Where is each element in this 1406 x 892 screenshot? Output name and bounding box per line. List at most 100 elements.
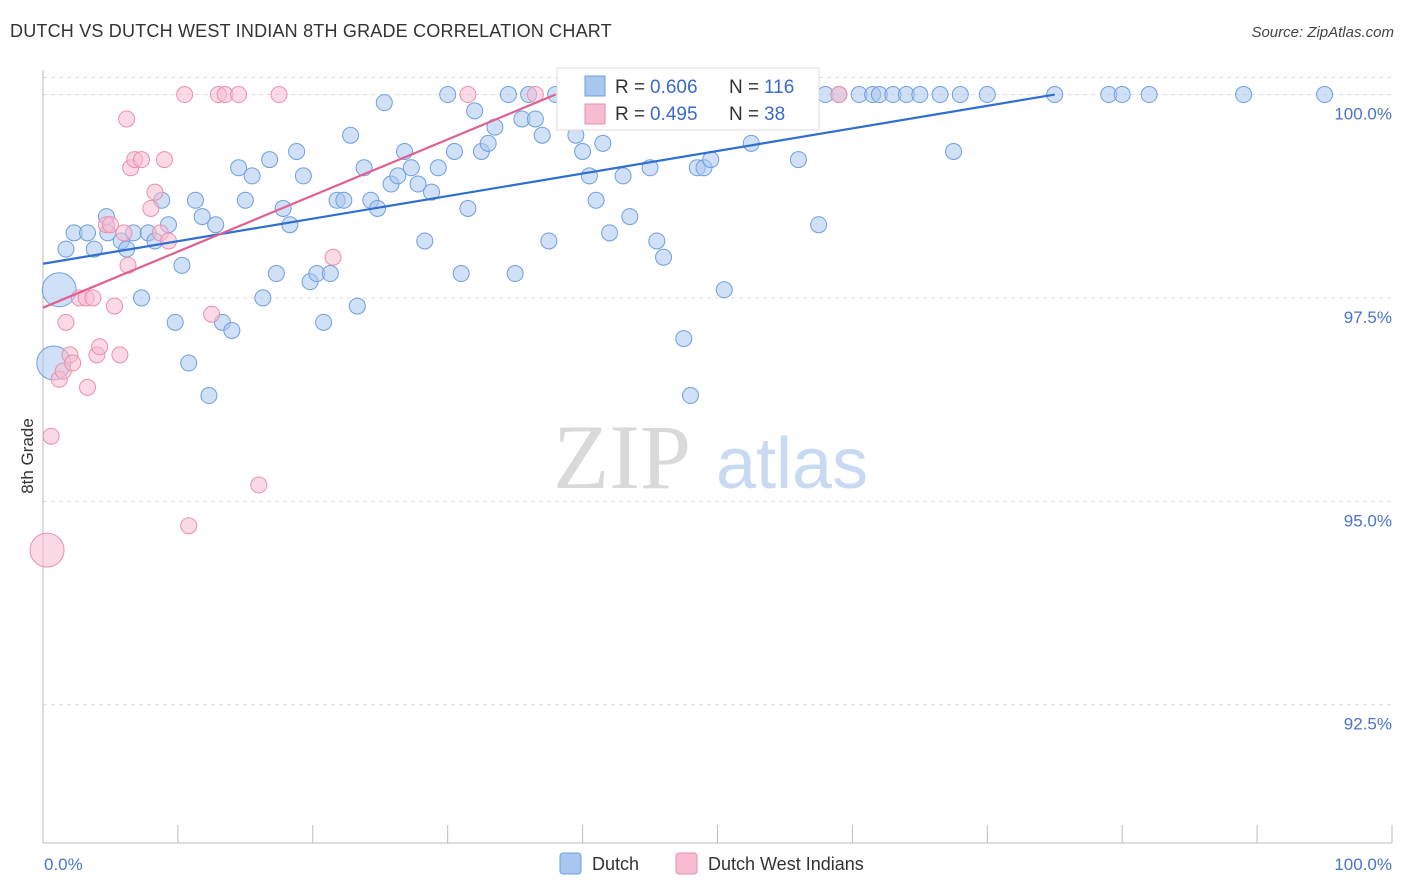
dutch-point-86 [682,387,700,405]
bottom-legend[interactable]: Dutch Dutch West Indians [559,852,864,875]
watermark-atlas: atlas [716,424,868,504]
dutch-point-68 [533,126,551,144]
dutch-point-57 [452,265,470,283]
dutch-point-112 [1113,86,1131,104]
trend-line-dutch-west-indians [42,93,557,309]
x-tick-label-min: 0.0% [44,855,83,874]
dutch-point-67 [526,110,544,128]
dwi-point-15 [105,297,123,315]
dwi-point-23 [142,199,160,217]
dutch-point-75 [587,191,605,209]
dwi-point-33 [230,86,248,104]
dutch-point-50 [402,159,420,177]
dwi-point-30 [203,305,221,323]
legend-box: R = 0.606 N = 116 R = 0.495 N = 38 [556,67,820,131]
bottom-legend-label-dutch-west-indians[interactable]: Dutch West Indians [708,854,864,874]
dutch-point-97 [810,216,828,234]
dutch-point-28 [254,289,272,307]
dutch-point-19 [186,191,204,209]
y-tick-labels: 100.0% 97.5% 95.0% 92.5% [1334,105,1392,734]
dutch-point-4 [79,224,97,242]
dutch-point-38 [321,265,339,283]
dwi-point-24 [146,183,164,201]
legend-r-label-dutch: R = [615,77,645,98]
dutch-point-58 [459,199,477,217]
dwi-point-0 [29,532,65,568]
dutch-points [36,86,1334,405]
dwi-point-22 [132,151,150,169]
y-tick-label-0: 100.0% [1334,105,1392,124]
dwi-point-16 [111,346,129,364]
dutch-point-64 [506,265,524,283]
dwi-point-9 [79,378,97,396]
dutch-point-17 [173,256,191,274]
legend-n-value-dwi: 38 [764,104,785,125]
dutch-point-113 [1140,86,1158,104]
dutch-point-53 [423,183,441,201]
dutch-point-37 [315,313,333,331]
dutch-point-51 [409,175,427,193]
dwi-point-14 [101,216,119,234]
dutch-point-83 [655,248,673,266]
dutch-point-106 [931,86,949,104]
legend-swatch-dutch [584,75,606,97]
legend-swatch-dutch-west-indians [584,103,606,125]
dutch-point-90 [715,281,733,299]
dutch-point-5 [85,240,103,258]
dutch-point-48 [389,167,407,185]
dwi-point-4 [57,313,75,331]
dutch-west-indians-points [29,86,848,568]
y-tick-label-2: 95.0% [1344,511,1392,530]
dutch-point-61 [479,134,497,152]
bottom-legend-swatch-dutch-west-indians[interactable] [675,852,698,875]
dwi-point-37 [459,86,477,104]
dutch-point-107 [945,142,963,160]
dutch-point-34 [294,167,312,185]
bottom-legend-label-dutch[interactable]: Dutch [592,854,639,874]
y-tick-label-1: 97.5% [1344,308,1392,327]
dutch-point-108 [951,86,969,104]
dutch-point-85 [675,330,693,348]
dutch-point-16 [166,313,184,331]
chart-title: DUTCH VS DUTCH WEST INDIAN 8TH GRADE COR… [10,21,612,41]
dutch-point-74 [580,167,598,185]
dutch-point-46 [375,94,393,112]
dwi-point-18 [118,110,136,128]
legend-n-value-dutch: 116 [764,77,794,98]
trend-lines [42,93,1055,309]
zipatlas-watermark: ZIP atlas [553,406,868,508]
dutch-point-24 [223,321,241,339]
dutch-point-42 [348,297,366,315]
dutch-point-41 [342,126,360,144]
dutch-point-11 [132,289,150,307]
dutch-point-21 [200,387,218,405]
dwi-point-39 [830,86,848,104]
dutch-point-96 [789,151,807,169]
dwi-point-10 [84,289,102,307]
x-tick-label-max: 100.0% [1334,855,1392,874]
dutch-point-32 [281,216,299,234]
dutch-point-78 [614,167,632,185]
dutch-point-55 [439,86,457,104]
trend-line-dutch [42,93,1055,265]
legend-r-value-dutch: 0.606 [650,77,698,98]
dutch-point-82 [648,232,666,250]
y-tick-label-3: 92.5% [1344,715,1392,734]
legend-n-label-dwi: N = [729,104,759,125]
dutch-point-33 [288,142,306,160]
dutch-point-59 [466,102,484,120]
dwi-point-28 [176,86,194,104]
dutch-point-63 [499,86,517,104]
dwi-point-36 [324,248,342,266]
dutch-point-77 [601,224,619,242]
dutch-point-115 [1316,86,1334,104]
dutch-point-73 [574,142,592,160]
dutch-point-114 [1235,86,1253,104]
legend-r-value-dwi: 0.495 [650,104,698,125]
dutch-point-52 [416,232,434,250]
y-axis-title: 8th Grade [18,418,37,494]
source-label: Source: ZipAtlas.com [1251,24,1394,41]
dwi-point-26 [155,151,173,169]
bottom-legend-swatch-dutch[interactable] [559,852,582,875]
